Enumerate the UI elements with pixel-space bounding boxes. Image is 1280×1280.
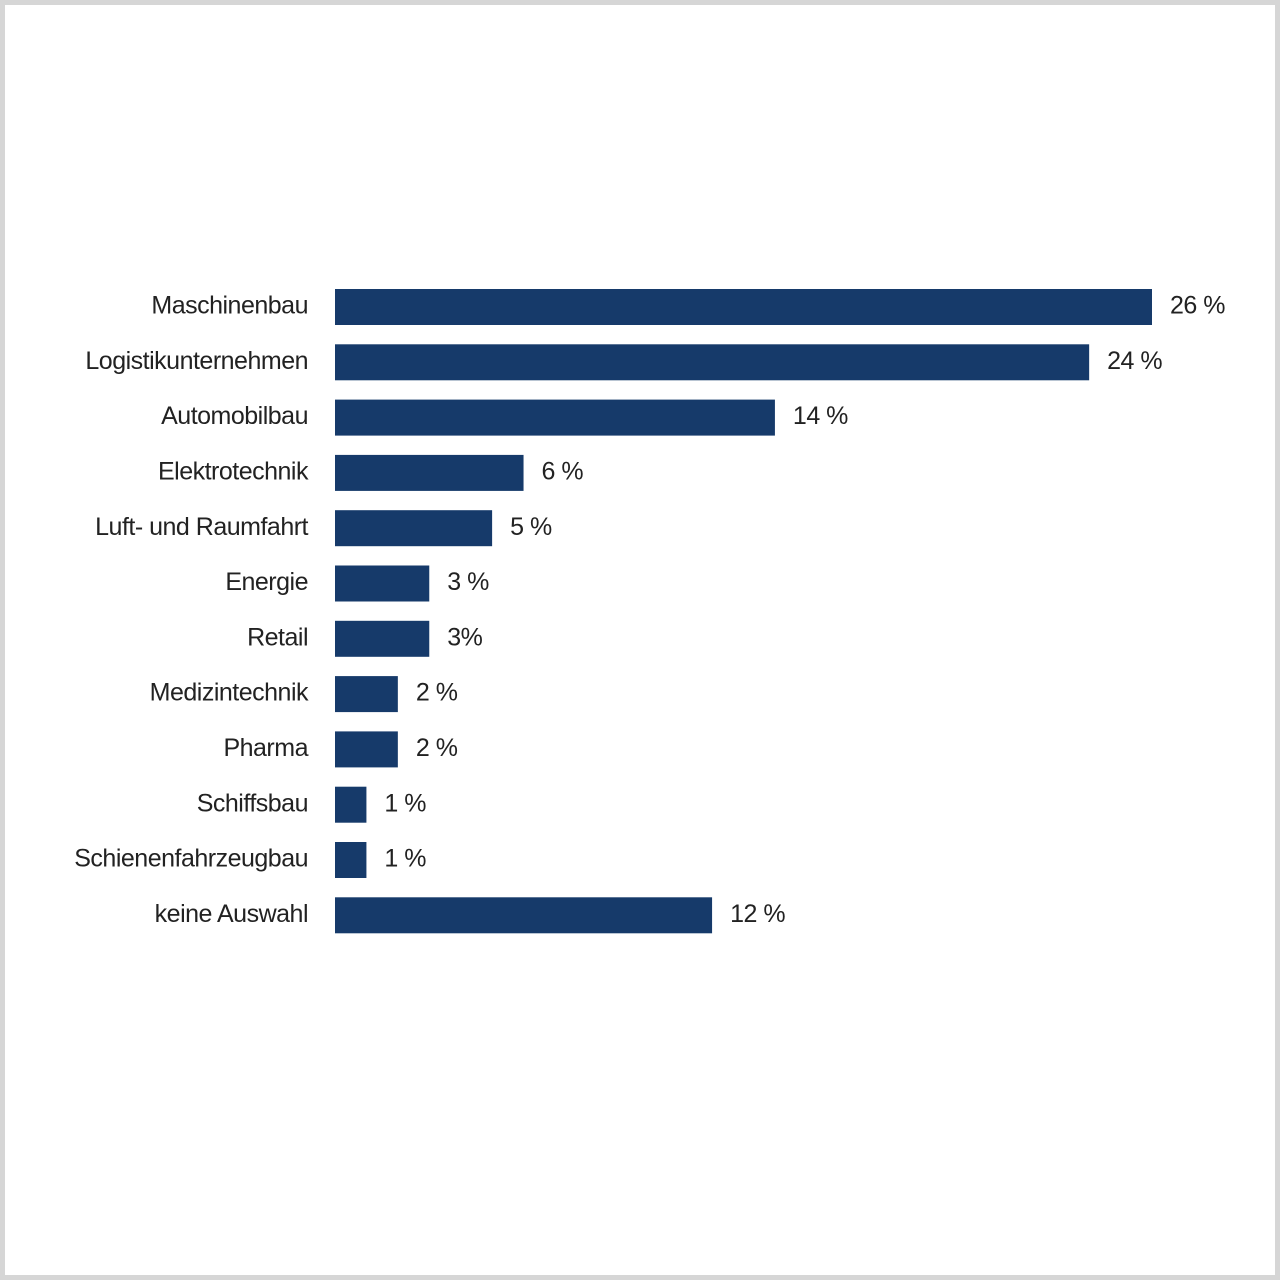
value-label: 24 % <box>1107 347 1162 375</box>
value-label: 6 % <box>542 458 584 486</box>
bar <box>335 510 493 547</box>
category-label: Schiffsbau <box>197 789 308 817</box>
value-label: 3% <box>447 623 482 651</box>
category-label: Luft- und Raumfahrt <box>95 513 308 541</box>
category-label: Automobilbau <box>161 402 308 430</box>
bar <box>335 565 430 602</box>
category-label: Maschinenbau <box>151 292 308 320</box>
value-label: 2 % <box>416 734 458 762</box>
category-label: Retail <box>247 623 308 651</box>
bar <box>335 786 367 823</box>
bar <box>335 289 1152 325</box>
category-label: Medizintechnik <box>150 679 309 707</box>
bar <box>335 842 367 878</box>
value-label: 2 % <box>416 679 458 707</box>
category-label: Elektrotechnik <box>158 458 309 486</box>
value-label: 1 % <box>384 845 426 873</box>
value-label: 26 % <box>1170 292 1225 320</box>
bar <box>335 344 1090 381</box>
bar <box>335 620 430 657</box>
bar <box>335 454 524 491</box>
category-label: Energie <box>225 568 308 596</box>
bar <box>335 731 398 768</box>
value-label: 3 % <box>447 568 489 596</box>
bar <box>335 897 713 934</box>
value-label: 12 % <box>730 900 785 928</box>
value-label: 14 % <box>793 402 848 430</box>
category-label: keine Auswahl <box>155 900 308 928</box>
category-label: Schienenfahrzeugbau <box>74 845 308 873</box>
category-label: Logistikunternehmen <box>85 347 308 375</box>
bar <box>335 676 398 713</box>
value-label: 1 % <box>384 789 426 817</box>
category-label: Pharma <box>223 734 308 762</box>
value-label: 5 % <box>510 513 552 541</box>
bar <box>335 399 775 436</box>
